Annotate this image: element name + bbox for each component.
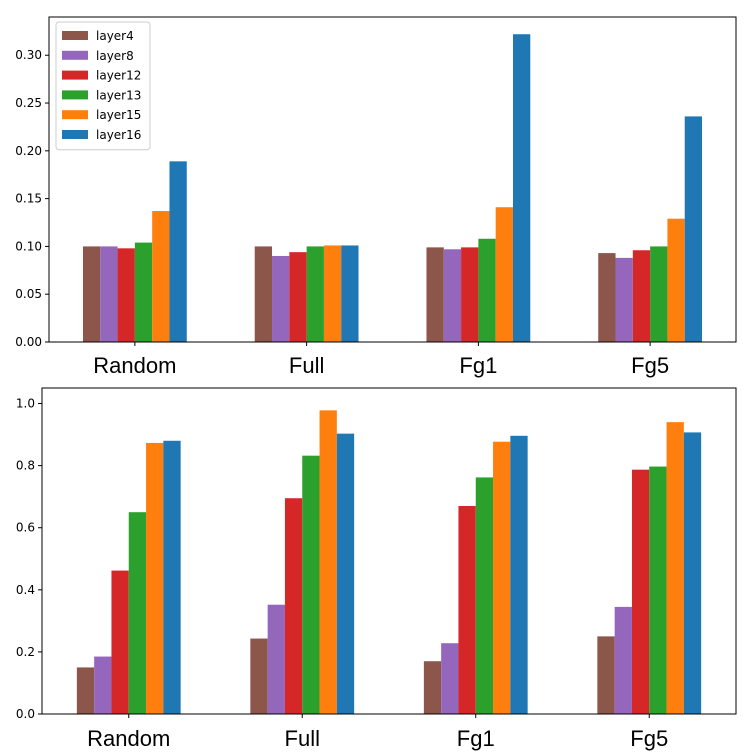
bar-layer4-fg5 <box>597 636 615 714</box>
bar-layer12-fg1 <box>458 505 476 714</box>
y-tick-label: 0.15 <box>15 192 42 206</box>
legend-label-layer4: layer4 <box>96 29 134 43</box>
bar-layer13-full <box>302 455 320 714</box>
bar-layer12-fg5 <box>631 469 650 714</box>
bar-layer8-random <box>100 246 118 342</box>
x-category-label: Fg1 <box>457 726 495 751</box>
bar-layer16-full <box>341 245 359 342</box>
y-tick-label: 0.4 <box>16 583 35 597</box>
bar-layer15-random <box>152 211 170 342</box>
chart-panel-1: 0.00 0.05 0.10 0.15 0.20 0.25 0.30 Random Full Fg… <box>15 16 737 378</box>
y-tick-label: 1.0 <box>16 397 35 411</box>
bar-layer12-random <box>111 570 129 714</box>
bar-layer4-full <box>250 638 268 714</box>
bar-layer13-fg5 <box>649 466 667 714</box>
y-tick-label: 0.0 <box>16 707 35 721</box>
bar-layer4-random <box>82 246 101 342</box>
bar-layer13-random <box>134 242 153 342</box>
legend-swatch-layer4 <box>62 31 88 40</box>
bar-layer13-random <box>128 512 147 714</box>
legend: layer4 layer8 layer12 layer13 layer15 layer16 <box>55 21 151 151</box>
legend-swatch-layer12 <box>62 70 88 80</box>
bar-layer8-fg5 <box>615 257 633 342</box>
bar-layer15-full <box>323 245 342 342</box>
legend-label-layer13: layer13 <box>96 88 141 102</box>
bar-layer15-fg5 <box>667 218 685 342</box>
bar-layer16-full <box>336 433 355 714</box>
bar-layer16-random <box>169 161 187 342</box>
bar-layer4-fg5 <box>598 253 616 342</box>
bar-layer15-full <box>319 410 337 714</box>
legend-swatch-layer8 <box>62 50 88 60</box>
bar-layer12-full <box>289 252 307 342</box>
bar-layer16-fg5 <box>683 432 702 714</box>
y-tick-label: 0.25 <box>15 96 42 110</box>
bar-layer16-fg5 <box>684 116 703 342</box>
y-tick-label: 0.2 <box>16 645 35 659</box>
axes-frame <box>48 16 737 343</box>
legend-label-layer15: layer15 <box>96 108 141 122</box>
bar-layer15-fg1 <box>493 441 511 714</box>
bar-layer13-fg1 <box>475 477 494 714</box>
x-category-label: Full <box>289 353 324 378</box>
y-tick-label: 0.30 <box>15 48 42 62</box>
axes-frame <box>41 387 737 715</box>
bar-layer8-full <box>272 255 290 342</box>
bar-layer13-fg5 <box>650 246 668 342</box>
legend-swatch-layer15 <box>62 110 88 120</box>
legend-swatch-layer16 <box>62 130 88 139</box>
legend-label-layer12: layer12 <box>96 69 141 83</box>
bar-layer4-fg1 <box>426 247 444 342</box>
legend-label-layer16: layer16 <box>96 128 141 142</box>
bar-layer12-full <box>284 498 303 714</box>
bar-layer4-random <box>76 667 95 714</box>
y-tick-label: 0.05 <box>15 287 42 301</box>
bar-layer16-fg1 <box>512 34 531 343</box>
bar-layer13-full <box>306 246 324 342</box>
x-category-label: Fg5 <box>630 726 668 751</box>
x-category-label: Fg5 <box>631 353 669 378</box>
bar-layer4-fg1 <box>423 661 442 714</box>
y-tick-label: 0.8 <box>16 459 35 473</box>
bar-layer8-full <box>267 604 285 714</box>
bar-layer15-fg5 <box>666 422 684 714</box>
legend-label-layer8: layer8 <box>96 49 134 63</box>
bar-layer12-fg5 <box>632 250 651 342</box>
bar-layer15-fg1 <box>495 207 513 342</box>
bar-layer8-fg1 <box>443 249 462 342</box>
y-tick-label: 0.6 <box>16 521 35 535</box>
chart-panel-2: 0.0 0.2 0.4 0.6 0.8 1.0 Random Full Fg1 Fg5 <box>16 387 737 751</box>
y-tick-label: 0.00 <box>15 335 42 349</box>
y-tick-label: 0.20 <box>15 144 42 158</box>
x-category-label: Fg1 <box>459 353 497 378</box>
bar-layer13-fg1 <box>478 238 496 342</box>
bar-layer16-random <box>163 440 181 714</box>
bar-layer4-full <box>254 246 273 342</box>
x-category-label: Random <box>93 353 176 378</box>
bar-layer12-fg1 <box>461 247 479 342</box>
bar-layer8-random <box>94 656 112 714</box>
x-category-label: Full <box>285 726 320 751</box>
bar-layer15-random <box>146 442 164 714</box>
bar-layer8-fg5 <box>614 606 632 714</box>
y-tick-label: 0.10 <box>15 239 42 253</box>
bar-layer16-fg1 <box>510 435 528 714</box>
bar-layer8-fg1 <box>441 643 459 714</box>
x-category-label: Random <box>87 726 170 751</box>
legend-swatch-layer13 <box>62 90 88 100</box>
bar-layer12-random <box>117 248 135 342</box>
